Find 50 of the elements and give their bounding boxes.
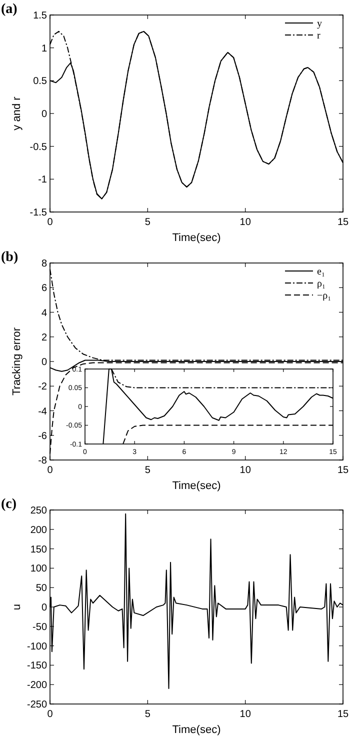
y-tick-label: -250 <box>26 700 48 710</box>
chart-title: (b) <box>1 250 18 265</box>
y-tick-label: -200 <box>26 680 48 692</box>
x-axis-title: Time(sec) <box>172 724 221 736</box>
x-tick-label: 15 <box>337 709 349 720</box>
y-tick-label: -6 <box>38 430 48 442</box>
x-tick-label: 10 <box>240 465 252 476</box>
legend-label: e₁ <box>317 266 325 278</box>
y-tick-label: 150 <box>30 544 48 556</box>
y-tick-label: 0 <box>41 357 48 368</box>
y-tick-label: 1.5 <box>33 10 48 22</box>
x-tick-label: 15 <box>337 217 349 228</box>
y-axis-title: y and r <box>11 96 23 130</box>
x-tick-label: 5 <box>144 465 151 476</box>
x-axis-title: Time(sec) <box>172 480 221 492</box>
y-tick-label: 50 <box>36 583 48 594</box>
y-tick-label: 0 <box>41 109 48 120</box>
y-axis-title: u <box>11 604 23 610</box>
y-tick-label: -150 <box>26 660 48 672</box>
y-tick-label: 200 <box>30 524 48 536</box>
y-tick-label: -4 <box>38 406 48 418</box>
x-axis-title: Time(sec) <box>172 232 221 244</box>
y-tick-label: 2 <box>41 332 48 344</box>
y-tick-label: 100 <box>30 564 48 575</box>
y-tick-label: -1.5 <box>30 208 48 218</box>
y-tick-label: 0.5 <box>33 76 48 88</box>
legend-label: y <box>317 18 322 30</box>
y-tick-label: -50 <box>32 622 48 633</box>
y-tick-label: -8 <box>38 456 48 466</box>
y-tick-label: 0 <box>41 602 48 614</box>
y-tick-label: 6 <box>41 283 48 294</box>
chart-title: (c) <box>1 497 17 512</box>
y-tick-label: -100 <box>26 641 48 652</box>
y-tick-label: 8 <box>41 258 48 270</box>
y-tick-label: 1 <box>41 43 48 54</box>
x-tick-label: 5 <box>144 709 151 720</box>
legend-label: −ρ₁ <box>317 290 332 302</box>
x-tick-label: 10 <box>240 709 252 720</box>
legend-label: r <box>317 30 321 42</box>
y-tick-label: -0.5 <box>30 142 48 153</box>
chart-title: (a) <box>1 2 18 17</box>
legend-label: ρ₁ <box>317 278 326 290</box>
y-tick-label: -1 <box>38 174 48 186</box>
y-tick-label: 250 <box>30 506 48 516</box>
x-tick-label: 5 <box>144 217 151 228</box>
y-axis-title: Tracking error <box>11 327 23 396</box>
x-tick-label: 15 <box>337 465 349 476</box>
y-tick-label: 4 <box>41 308 48 319</box>
x-tick-label: 10 <box>240 217 252 228</box>
y-tick-label: -2 <box>38 382 48 393</box>
